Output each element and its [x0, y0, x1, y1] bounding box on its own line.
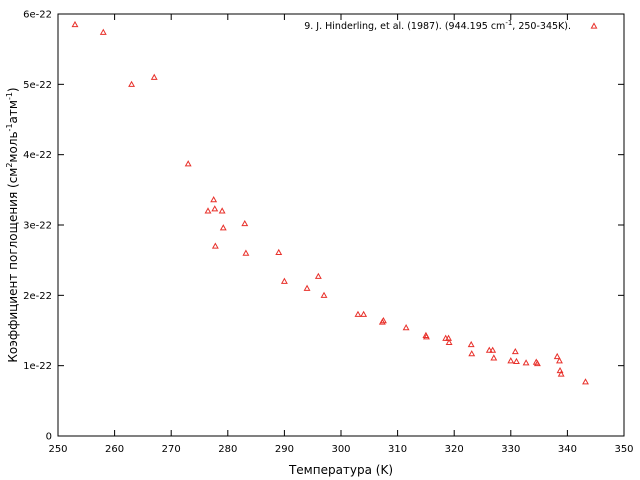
data-point [489, 346, 497, 353]
legend-series-label: 9. J. Hinderling, et al. (1987). (944.19… [304, 19, 571, 32]
data-point [99, 28, 107, 35]
data-point [314, 272, 322, 279]
data-point [242, 249, 250, 256]
y-axis-label-sup3: -1 [5, 92, 14, 100]
data-point [507, 357, 515, 364]
data-point [320, 291, 328, 298]
data-point [582, 378, 589, 385]
data-point [485, 346, 493, 353]
data-point [467, 340, 475, 348]
x-tick-label: 270 [162, 444, 181, 455]
data-points [71, 20, 589, 385]
y-axis-label-mid2: атм [6, 100, 20, 123]
y-tick-label: 0 [46, 432, 52, 443]
data-point [556, 357, 563, 364]
legend-text-sup: -1 [505, 19, 512, 27]
data-point [211, 205, 219, 212]
x-tick-label: 260 [105, 444, 124, 455]
x-tick-label: 290 [275, 444, 294, 455]
data-point [445, 334, 452, 341]
y-tick-label: 6e-22 [23, 10, 52, 21]
data-point [184, 160, 192, 167]
x-axis-label: Температура (K) [288, 463, 393, 477]
data-point [303, 284, 311, 291]
data-point [275, 248, 283, 256]
y-axis-label-sup2: -1 [5, 123, 14, 131]
data-point [204, 207, 212, 214]
data-point [218, 207, 226, 214]
y-axis-label: Коэффициент поглощения (см2моль-1атм-1) [5, 87, 20, 362]
data-point [150, 73, 158, 80]
data-point [360, 310, 368, 317]
legend-marker-icon [590, 22, 598, 29]
data-point [533, 359, 541, 367]
data-point [211, 242, 219, 249]
x-tick-label: 310 [388, 444, 407, 455]
legend-text-after: , 250-345K). [512, 21, 571, 32]
plot-area-frame [57, 13, 625, 437]
y-tick-label: 3e-22 [23, 221, 52, 232]
data-point [71, 20, 79, 28]
x-tick-label: 320 [445, 444, 464, 455]
x-tick-label: 300 [331, 444, 350, 455]
data-point [241, 219, 249, 227]
y-axis-label-text: Коэффициент поглощения (см [6, 168, 20, 363]
data-point [128, 80, 136, 87]
data-point [513, 357, 520, 365]
y-tick-label: 4e-22 [23, 150, 52, 161]
y-tick-label: 1e-22 [23, 361, 52, 372]
legend-text-main: 9. J. Hinderling, et al. (1987). (944.19… [304, 21, 505, 32]
x-tick-label: 350 [614, 444, 633, 455]
data-point [210, 196, 218, 203]
tick-labels: 250 260 270 280 290 300 310 320 330 340 350 0 1e-22 2… [23, 10, 633, 456]
data-point [522, 359, 530, 366]
y-tick-label: 2e-22 [23, 291, 52, 302]
x-tick-label: 340 [558, 444, 577, 455]
x-tick-label: 280 [218, 444, 237, 455]
data-point [557, 370, 565, 377]
y-axis-label-sup1: 2 [5, 163, 14, 168]
data-point [354, 310, 362, 317]
data-point [468, 350, 476, 357]
data-point [402, 324, 410, 331]
data-point [511, 347, 519, 355]
data-point [490, 354, 498, 361]
y-axis-label-end: ) [6, 87, 20, 92]
y-axis-label-mid: моль [6, 131, 20, 162]
axis-ticks [57, 13, 625, 437]
x-tick-label: 250 [48, 444, 67, 455]
x-tick-label: 330 [501, 444, 520, 455]
data-point [553, 352, 561, 360]
y-tick-label: 5e-22 [23, 80, 52, 91]
data-point [280, 277, 288, 284]
data-point [445, 338, 453, 346]
data-point [380, 317, 387, 324]
legend: 9. J. Hinderling, et al. (1987). (944.19… [304, 19, 598, 32]
data-point [219, 224, 227, 231]
data-point [423, 333, 430, 340]
